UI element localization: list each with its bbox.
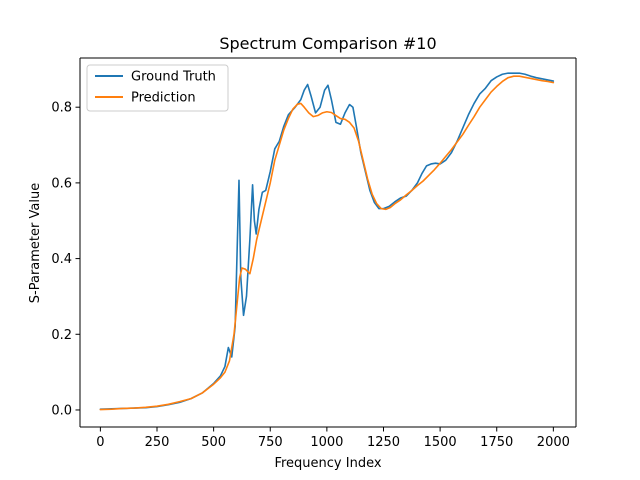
x-tick-label: 750 xyxy=(258,435,283,450)
y-tick-label: 0.0 xyxy=(51,403,72,418)
x-tick-label: 2000 xyxy=(537,435,570,450)
y-tick-label: 0.6 xyxy=(51,176,72,191)
y-axis-ticks: 0.0 0.2 0.4 0.6 0.8 xyxy=(51,101,80,418)
chart-title: Spectrum Comparison #10 xyxy=(219,34,436,53)
y-tick-label: 0.2 xyxy=(51,328,72,343)
x-tick-label: 250 xyxy=(145,435,170,450)
x-tick-label: 1000 xyxy=(310,435,343,450)
plot-area xyxy=(80,58,576,427)
x-tick-label: 0 xyxy=(96,435,104,450)
x-tick-label: 1750 xyxy=(480,435,513,450)
x-axis-ticks: 0 250 500 750 1000 1250 1500 1750 2000 xyxy=(96,427,570,450)
x-tick-label: 500 xyxy=(201,435,226,450)
series-line-ground-truth xyxy=(99,72,555,411)
y-tick-label: 0.8 xyxy=(51,101,72,116)
x-tick-label: 1500 xyxy=(424,435,457,450)
legend-label-ground-truth: Ground Truth xyxy=(131,70,216,85)
series-layer xyxy=(99,72,555,411)
x-axis-title: Frequency Index xyxy=(274,456,381,471)
y-axis-title: S-Parameter Value xyxy=(28,183,43,303)
y-tick-label: 0.4 xyxy=(51,252,72,267)
legend: Ground Truth Prediction xyxy=(86,64,229,112)
legend-label-prediction: Prediction xyxy=(131,91,196,106)
series-line-prediction xyxy=(99,75,555,411)
x-tick-label: 1250 xyxy=(367,435,400,450)
